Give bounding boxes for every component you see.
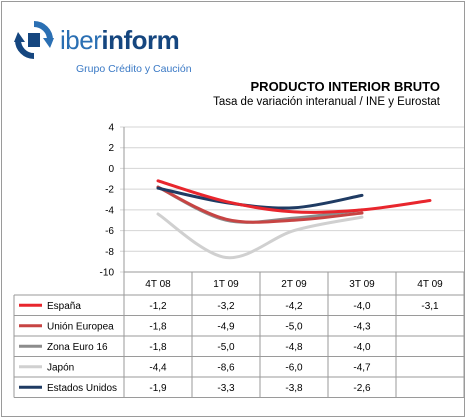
x-category-label: 2T 09 xyxy=(281,279,307,290)
x-category-label: 1T 09 xyxy=(213,279,239,290)
logo-wordmark: iberinform xyxy=(60,25,180,55)
logo-tagline: Grupo Crédito y Caución xyxy=(76,63,192,75)
data-table-cell: -5,0 xyxy=(217,342,235,353)
x-category-label: 4T 08 xyxy=(145,279,171,290)
y-tick-label: -4 xyxy=(105,205,114,216)
data-table-cell: -4,3 xyxy=(353,321,371,332)
y-tick-label: -2 xyxy=(105,185,114,196)
y-tick-label: -6 xyxy=(105,226,114,237)
data-table-cell: -4,8 xyxy=(285,342,303,353)
logo-name-part2: inform xyxy=(101,25,180,55)
y-tick-label: -8 xyxy=(105,247,114,258)
data-table-cell: -2,6 xyxy=(353,383,371,394)
y-tick-label: 4 xyxy=(108,123,114,134)
series-line-uni-n-europea xyxy=(156,185,364,224)
x-category-label: 4T 09 xyxy=(417,279,443,290)
data-table-cell: -4,7 xyxy=(353,362,371,373)
data-table-cell: -3,2 xyxy=(217,301,235,312)
legend-label: Japón xyxy=(47,362,74,373)
series-line-espa-a xyxy=(156,179,432,214)
data-table-cell: -1,2 xyxy=(149,301,167,312)
data-table-cell: -4,9 xyxy=(217,321,235,332)
data-table-cell: -4,2 xyxy=(285,301,303,312)
data-table-cell: -4,4 xyxy=(149,362,167,373)
data-table-cell: -1,8 xyxy=(149,342,167,353)
data-table-cell: -6,0 xyxy=(285,362,303,373)
data-table-cell: -4,0 xyxy=(353,301,371,312)
y-tick-label: -10 xyxy=(100,268,115,279)
x-category-label: 3T 09 xyxy=(349,279,375,290)
y-tick-label: 2 xyxy=(108,143,114,154)
chart-subtitle: Tasa de variación interanual / INE y Eur… xyxy=(213,96,440,108)
legend-label: Unión Europea xyxy=(47,321,114,332)
company-logo: iberinform Grupo Crédito y Caución xyxy=(14,14,214,75)
legend-label: España xyxy=(47,301,81,312)
logo-name-part1: iber xyxy=(60,25,102,55)
series-line-jap-n xyxy=(156,212,364,260)
logo-arrows-icon xyxy=(14,21,54,59)
data-table-cell: -3,8 xyxy=(285,383,303,394)
legend-label: Zona Euro 16 xyxy=(47,342,108,353)
y-tick-label: 0 xyxy=(108,164,114,175)
data-table-cell: -5,0 xyxy=(285,321,303,332)
data-table-cell: -4,0 xyxy=(353,342,371,353)
chart-title: PRODUCTO INTERIOR BRUTO xyxy=(250,79,440,94)
data-table-cell: -3,1 xyxy=(421,301,439,312)
data-table-cell: -8,6 xyxy=(217,362,235,373)
data-table-cell: -1,9 xyxy=(149,383,167,394)
data-table-cell: -3,3 xyxy=(217,383,235,394)
data-table-cell: -1,8 xyxy=(149,321,167,332)
legend-label: Estados Unidos xyxy=(47,383,117,394)
